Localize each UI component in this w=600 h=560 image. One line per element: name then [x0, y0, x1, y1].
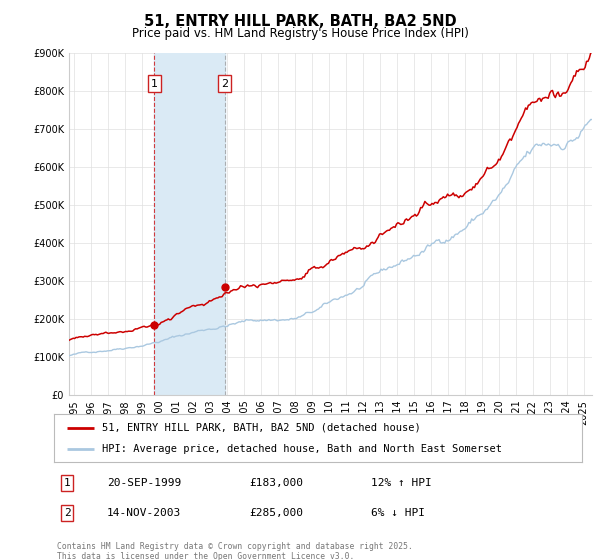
Text: 2: 2	[64, 508, 71, 518]
Text: 1: 1	[64, 478, 71, 488]
Text: 2: 2	[221, 78, 229, 88]
Text: 51, ENTRY HILL PARK, BATH, BA2 5ND: 51, ENTRY HILL PARK, BATH, BA2 5ND	[143, 14, 457, 29]
Text: 20-SEP-1999: 20-SEP-1999	[107, 478, 181, 488]
Bar	[154, 53, 225, 395]
Text: 51, ENTRY HILL PARK, BATH, BA2 5ND (detached house): 51, ENTRY HILL PARK, BATH, BA2 5ND (deta…	[101, 423, 420, 433]
Text: 14-NOV-2003: 14-NOV-2003	[107, 508, 181, 518]
Text: HPI: Average price, detached house, Bath and North East Somerset: HPI: Average price, detached house, Bath…	[101, 444, 502, 454]
Text: £285,000: £285,000	[250, 508, 304, 518]
Text: 12% ↑ HPI: 12% ↑ HPI	[371, 478, 431, 488]
Text: Contains HM Land Registry data © Crown copyright and database right 2025.
This d: Contains HM Land Registry data © Crown c…	[57, 542, 413, 560]
Text: 1: 1	[151, 78, 158, 88]
Text: 6% ↓ HPI: 6% ↓ HPI	[371, 508, 425, 518]
Text: £183,000: £183,000	[250, 478, 304, 488]
Text: Price paid vs. HM Land Registry's House Price Index (HPI): Price paid vs. HM Land Registry's House …	[131, 27, 469, 40]
